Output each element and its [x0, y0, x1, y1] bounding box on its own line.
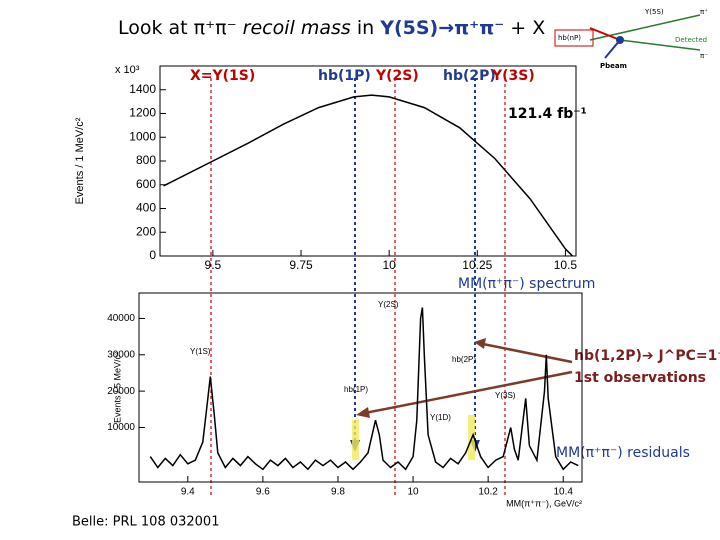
resonance-label: Υ(2S) — [375, 68, 419, 84]
x-tick-label: 10 — [382, 258, 396, 272]
inset-label: π⁻ — [700, 52, 708, 60]
inset-diagram: Υ(5S) hb(nP) Detected Pbeam π⁺ π⁻ — [554, 8, 708, 70]
x-tick-label: 9.5 — [205, 258, 222, 272]
slide-title: Look at π⁺π⁻ recoil mass in Υ(5S)→π⁺π⁻ +… — [118, 17, 545, 39]
x-tick-label: 10.5 — [554, 258, 578, 272]
title-part: recoil mass — [243, 17, 351, 39]
y-tick-label: 30000 — [107, 349, 135, 360]
luminosity: 121.4 fb⁻¹ — [508, 106, 587, 122]
title-part: + X — [504, 17, 545, 39]
resonance-label: Υ(3S) — [491, 68, 535, 84]
observation-label: 1st observations — [574, 370, 706, 386]
y-tick-label: 200 — [136, 224, 156, 238]
inset-label: π⁺ — [700, 8, 708, 16]
inset-track — [589, 27, 621, 41]
y-axis-label: Events / 1 MeV/c² — [74, 117, 86, 204]
x-tick-label: 9.6 — [256, 487, 270, 498]
y-tick-label: 1200 — [129, 106, 156, 120]
y-tick-label: 600 — [136, 177, 156, 191]
inset-box — [554, 29, 594, 47]
peak-label: Υ(1D) — [430, 413, 451, 422]
y-multiplier: x 10³ — [115, 64, 140, 76]
observation-label: hb(1,2P)➔ J^PC=1⁺⁻ — [574, 348, 720, 364]
peak-label: Υ(1S) — [190, 347, 211, 356]
peak-label: hb(1P) — [344, 385, 368, 394]
x-tick-label: 10 — [407, 487, 419, 498]
resonance-label: hb(1P) — [318, 68, 371, 84]
title-part: Look at π⁺π⁻ — [118, 17, 243, 39]
signal-highlight — [352, 420, 359, 460]
inset-label: Pbeam — [600, 62, 627, 70]
plot-frame — [138, 292, 583, 483]
arrow-head — [356, 407, 370, 418]
x-tick-label: 10.25 — [462, 258, 492, 272]
peak-label: Υ(3S) — [495, 391, 516, 400]
y-tick-label: 40000 — [107, 313, 135, 324]
y-tick-label: 400 — [136, 201, 156, 215]
spectrum-label: MM(π⁺π⁻) spectrum — [458, 276, 595, 292]
y-tick-label: 10000 — [107, 422, 135, 433]
x-tick-label: 9.75 — [289, 258, 313, 272]
y-tick-label: 20000 — [107, 386, 135, 397]
resonance-lines — [210, 78, 506, 495]
x-tick-label: 9.8 — [331, 487, 345, 498]
resonance-label: hb(2P) — [443, 68, 496, 84]
arrow-head — [474, 338, 486, 349]
plots: 9.5 9.75 10 10.25 10.5 0 200 400 600 800 1000 1200 1… — [74, 64, 583, 508]
peak-label: Υ(2S) — [378, 300, 399, 309]
inset-label: Υ(5S) — [644, 8, 664, 16]
peak-label: hb(2P) — [452, 355, 476, 364]
y-tick-label: 1400 — [129, 82, 156, 96]
plot-frame — [159, 65, 577, 257]
title-part: Υ(5S)→π⁺π⁻ — [379, 17, 504, 39]
y-tick-label: 800 — [136, 153, 156, 167]
y-axis-label: Events / 5 MeV/c² — [112, 352, 122, 423]
title-part: in — [351, 17, 380, 39]
pointer-arrow — [477, 341, 573, 364]
y-tick-label: 1000 — [129, 129, 156, 143]
reference: Belle: PRL 108 032001 — [72, 515, 219, 530]
x-axis-label: MM(π⁺π⁻), GeV/c² — [506, 498, 582, 508]
x-tick-label: 10.4 — [553, 487, 573, 498]
inset-label: hb(nP) — [558, 34, 581, 42]
data-line — [149, 307, 579, 471]
inset-track — [619, 39, 701, 51]
x-tick-label: 9.4 — [181, 487, 195, 498]
data-line — [163, 94, 574, 257]
residuals-label: MM(π⁺π⁻) residuals — [556, 445, 690, 461]
y-tick-label: 0 — [149, 248, 156, 262]
x-tick-label: 10.2 — [478, 487, 498, 498]
inset-label: Detected — [675, 36, 707, 44]
resonance-label: X=Υ(1S) — [190, 68, 255, 84]
pointer-arrow — [359, 370, 573, 416]
inset-vertex — [616, 36, 624, 44]
